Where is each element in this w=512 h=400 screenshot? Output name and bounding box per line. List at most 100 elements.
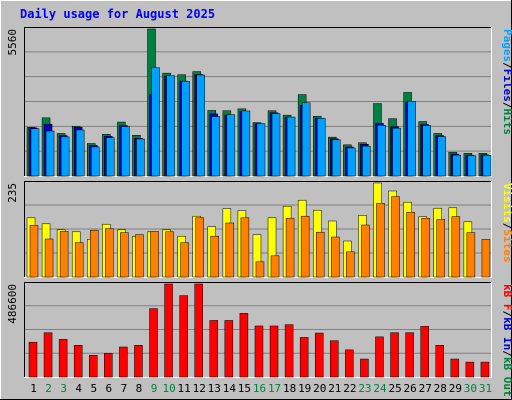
bar — [224, 320, 234, 378]
x-tick-label: 10 — [162, 382, 175, 395]
bar — [151, 67, 160, 177]
x-tick-label: 21 — [328, 382, 341, 395]
bar — [255, 261, 265, 278]
bar — [330, 340, 339, 378]
x-tick-label: 12 — [193, 382, 206, 395]
legend-entry: / — [501, 311, 512, 318]
legend-entry: / — [501, 62, 512, 69]
x-tick-label: 19 — [298, 382, 311, 395]
x-tick-label: 30 — [464, 382, 477, 395]
bar — [59, 231, 69, 278]
series-sites — [29, 196, 491, 278]
bar — [179, 295, 188, 378]
series-kb-f — [28, 283, 490, 378]
bar — [377, 124, 386, 177]
bar — [89, 354, 98, 378]
legend-entry: / — [501, 350, 512, 357]
x-tick-label: 8 — [136, 382, 143, 395]
bar — [241, 110, 251, 177]
panel-legend: Visits/Sites — [501, 183, 512, 263]
x-tick-label: 17 — [268, 382, 281, 395]
x-tick-label: 16 — [253, 382, 266, 395]
x-tick-label: 2 — [45, 382, 52, 395]
legend-entry: / — [501, 102, 512, 109]
bar — [362, 145, 371, 177]
bar — [360, 358, 369, 378]
bar — [269, 325, 279, 378]
x-tick-label: 6 — [106, 382, 113, 395]
bar — [376, 203, 385, 278]
bar — [300, 215, 310, 278]
bar — [466, 232, 476, 278]
bar — [240, 217, 250, 278]
bar — [390, 332, 399, 378]
bar — [392, 127, 401, 177]
bar — [210, 235, 220, 278]
legend-entry: kB F — [501, 284, 512, 311]
bar — [405, 332, 414, 378]
bar — [164, 283, 173, 378]
bar — [136, 138, 145, 177]
bar — [407, 101, 416, 177]
x-tick-label: 25 — [388, 382, 401, 395]
bar — [361, 224, 370, 278]
x-tick-label: 15 — [238, 382, 251, 395]
legend-entry: Files — [501, 69, 512, 102]
legend-entry: kB Out — [501, 357, 512, 397]
x-tick-label: 23 — [358, 382, 371, 395]
bar — [332, 139, 341, 177]
legend-entry: Sites — [501, 229, 512, 262]
bar — [58, 339, 68, 378]
x-tick-label: 7 — [121, 382, 128, 395]
bar — [106, 137, 115, 177]
x-tick-label: 24 — [373, 382, 387, 395]
x-tick-label: 1 — [30, 382, 37, 395]
bar — [150, 231, 159, 278]
panel-legend: Pages/Files/Hits — [501, 29, 512, 135]
x-tick-label: 20 — [313, 382, 326, 395]
bar — [73, 345, 83, 378]
bar — [105, 228, 114, 278]
bar — [375, 336, 384, 378]
bar — [239, 313, 249, 378]
y-max-label: 235 — [6, 183, 19, 203]
x-tick-label: 18 — [283, 382, 296, 395]
bar — [301, 102, 311, 177]
x-tick-label: 13 — [208, 382, 221, 395]
bar — [450, 358, 460, 378]
bar — [121, 126, 130, 177]
bar — [119, 346, 128, 378]
bar — [134, 345, 143, 378]
bar — [435, 345, 444, 378]
x-tick-label: 4 — [75, 382, 82, 395]
bar — [465, 361, 475, 378]
bar — [43, 332, 53, 378]
bar — [74, 242, 84, 278]
x-tick-label: 5 — [90, 382, 97, 395]
bar — [391, 196, 400, 278]
bar — [346, 251, 355, 278]
bar — [180, 242, 189, 278]
bar — [104, 353, 113, 378]
bar — [421, 217, 430, 278]
x-tick-label: 11 — [178, 382, 191, 395]
bar — [135, 234, 144, 278]
bar — [226, 114, 236, 177]
bar — [209, 320, 219, 378]
bar — [29, 225, 39, 278]
bar — [165, 231, 174, 278]
bar — [482, 155, 492, 177]
x-tick-label: 9 — [151, 382, 158, 395]
bar — [467, 155, 477, 177]
series-pages — [30, 67, 492, 177]
bar — [299, 337, 309, 378]
bar — [149, 308, 158, 378]
x-tick-label: 3 — [60, 382, 67, 395]
bar — [44, 238, 54, 278]
bar — [28, 341, 38, 378]
chart-title: Daily usage for August 2025 — [20, 7, 215, 21]
bar — [420, 326, 429, 378]
bar — [481, 239, 491, 278]
